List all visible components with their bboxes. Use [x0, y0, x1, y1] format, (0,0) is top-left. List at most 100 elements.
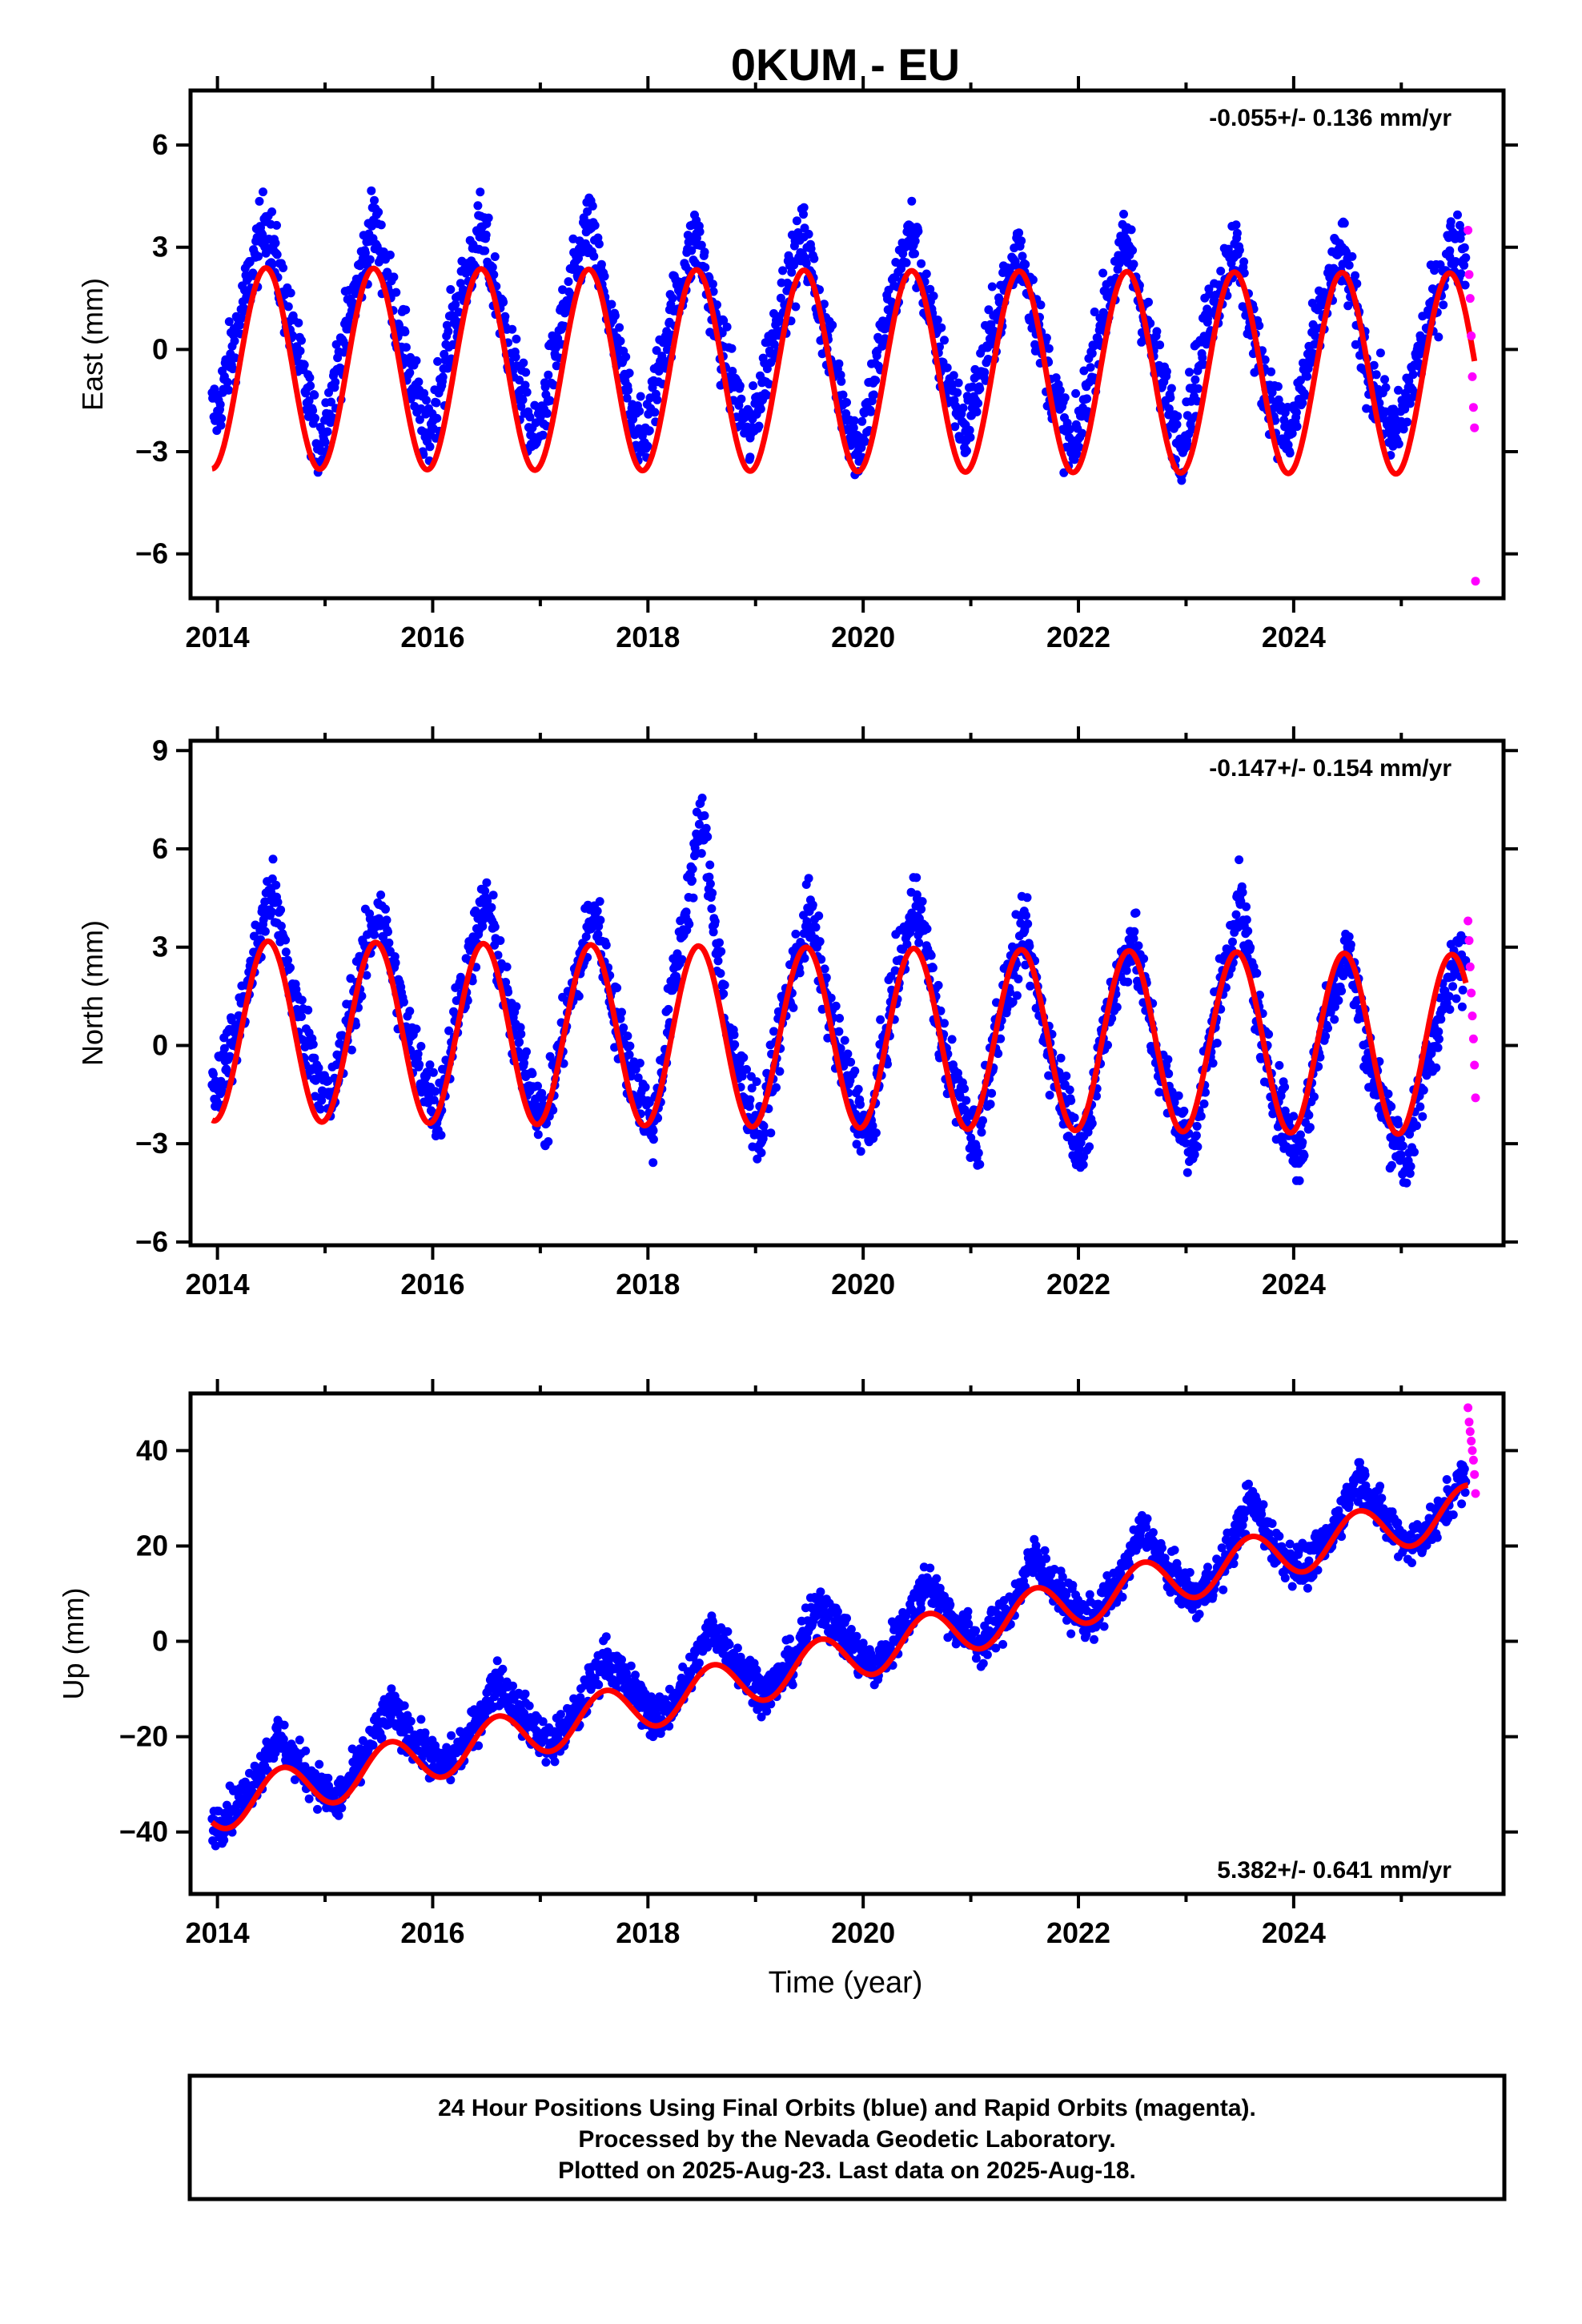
north-final-point	[315, 1104, 325, 1114]
east-final-point	[288, 331, 298, 340]
north-final-point	[1193, 1142, 1203, 1152]
north-final-point	[922, 924, 932, 934]
north-final-point	[846, 1057, 856, 1067]
east-final-point	[610, 311, 620, 320]
east-final-point	[806, 244, 816, 254]
east-final-point	[481, 230, 491, 239]
east-final-point	[342, 324, 351, 334]
north-final-point	[303, 1005, 313, 1015]
east-final-point	[1347, 251, 1357, 261]
east-xtick-label: 2020	[831, 621, 895, 653]
east-final-point	[1235, 245, 1244, 255]
north-final-point	[1402, 1178, 1411, 1188]
east-final-point	[549, 380, 558, 390]
east-final-point	[809, 254, 819, 263]
north-final-point	[739, 1053, 749, 1063]
east-final-point	[1369, 360, 1379, 370]
north-final-point	[772, 1083, 781, 1092]
north-final-point	[1127, 929, 1137, 939]
east-final-point	[708, 279, 717, 289]
east-final-point	[515, 376, 524, 385]
east-final-point	[415, 415, 424, 424]
east-ytick-label: 3	[152, 231, 168, 263]
east-final-point	[228, 364, 238, 374]
east-rapid-point	[1467, 331, 1476, 340]
east-final-point	[692, 229, 701, 239]
north-xtick-label: 2016	[400, 1268, 464, 1301]
north-final-point	[268, 854, 278, 864]
east-final-point	[1291, 408, 1301, 417]
east-final-point	[1082, 394, 1092, 404]
north-final-point	[276, 905, 286, 915]
east-final-point	[1086, 363, 1095, 372]
north-final-point	[1235, 893, 1245, 903]
north-rapid-point	[1468, 1034, 1478, 1043]
east-final-point	[624, 368, 634, 378]
east-final-point	[521, 368, 531, 377]
north-final-point	[267, 883, 276, 893]
north-ytick-label: 0	[152, 1028, 168, 1061]
north-final-point	[362, 971, 371, 980]
north-final-point	[971, 1142, 981, 1152]
east-final-point	[907, 196, 917, 206]
north-final-point	[648, 1135, 658, 1144]
north-final-point	[601, 940, 611, 950]
north-final-point	[775, 1067, 785, 1076]
north-final-point	[431, 1087, 440, 1096]
north-final-point	[811, 923, 821, 932]
north-final-point	[1212, 1039, 1222, 1047]
north-final-point	[399, 997, 408, 1007]
east-final-point	[525, 412, 535, 422]
north-final-point	[633, 1073, 643, 1083]
east-final-point	[717, 328, 727, 338]
east-final-point	[401, 305, 411, 315]
east-final-point	[1296, 376, 1305, 385]
north-final-point	[617, 1007, 626, 1017]
north-final-point	[1012, 991, 1022, 1000]
north-final-point	[1020, 926, 1030, 935]
north-final-point	[876, 1015, 885, 1024]
east-final-point	[1371, 370, 1381, 380]
north-final-point	[533, 1130, 543, 1140]
north-final-point	[1289, 1112, 1299, 1121]
east-final-point	[1232, 228, 1242, 238]
north-final-point	[890, 966, 900, 975]
up-final-point	[416, 1715, 426, 1724]
east-final-point	[530, 440, 540, 449]
east-final-point	[1283, 440, 1293, 449]
east-final-point	[433, 356, 443, 366]
east-final-point	[652, 395, 662, 404]
north-final-point	[381, 904, 390, 914]
east-final-point	[1380, 375, 1389, 384]
east-final-point	[773, 314, 782, 324]
north-final-point	[705, 879, 715, 889]
north-final-point	[664, 1004, 673, 1014]
north-final-point	[351, 1020, 360, 1030]
east-final-point	[444, 327, 453, 336]
east-final-point	[1164, 404, 1174, 413]
figure-title: 0KUM - EU	[731, 39, 960, 90]
east-ytick-label: −6	[135, 537, 168, 570]
east-final-point	[975, 384, 985, 394]
east-final-point	[490, 252, 500, 261]
east-final-point	[1230, 239, 1239, 248]
east-final-point	[1445, 246, 1455, 255]
north-final-point	[1344, 932, 1354, 942]
east-final-point	[224, 317, 234, 327]
north-final-point	[821, 973, 831, 983]
north-final-point	[757, 1132, 765, 1142]
north-final-point	[871, 1128, 881, 1138]
east-final-point	[1319, 287, 1328, 297]
east-final-point	[432, 398, 441, 408]
north-final-point	[677, 955, 687, 964]
north-xtick-label: 2024	[1262, 1268, 1326, 1301]
east-final-point	[589, 251, 599, 261]
east-final-point	[564, 277, 573, 287]
east-ytick-label: 6	[152, 128, 168, 161]
east-final-point	[849, 416, 859, 425]
north-final-point	[1280, 1082, 1290, 1092]
east-final-point	[792, 216, 801, 226]
north-final-point	[689, 893, 698, 903]
north-final-point	[1022, 911, 1030, 920]
